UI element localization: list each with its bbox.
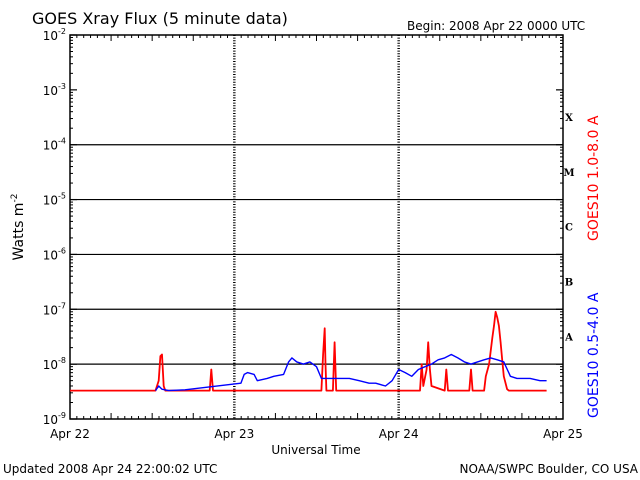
y-tick-label-3: 10-6 bbox=[43, 246, 66, 262]
y-tick-exponent: -9 bbox=[58, 411, 66, 420]
legend-long-channel: GOES10 1.0-8.0 A bbox=[586, 115, 602, 241]
begin-date: Begin: 2008 Apr 22 0000 UTC bbox=[407, 19, 585, 33]
svg-text:Watts m-2: Watts m-2 bbox=[10, 194, 27, 261]
axis-ticks bbox=[70, 34, 563, 420]
series-line-short-channel bbox=[154, 353, 547, 392]
flare-class-labels: X M C B A bbox=[563, 113, 574, 343]
y-tick-label-1: 10-8 bbox=[43, 356, 66, 372]
series-line-long-channel bbox=[70, 310, 547, 392]
y-tick-base: 10 bbox=[43, 29, 58, 43]
y-tick-exponent: -7 bbox=[58, 301, 66, 310]
y-tick-base: 10 bbox=[43, 413, 58, 427]
x-tick-label-0: Apr 22 bbox=[50, 427, 90, 441]
chart-title: GOES Xray Flux (5 minute data) bbox=[32, 9, 288, 28]
legend-short-channel: GOES10 0.5-4.0 A bbox=[586, 292, 602, 418]
x-tick-label-2: Apr 24 bbox=[379, 427, 419, 441]
credit-text: NOAA/SWPC Boulder, CO USA bbox=[460, 462, 639, 476]
y-tick-label-6: 10-3 bbox=[43, 82, 66, 98]
x-axis-label: Universal Time bbox=[271, 443, 360, 457]
y-tick-base: 10 bbox=[43, 194, 58, 208]
y-tick-exponent: -8 bbox=[58, 356, 66, 365]
y-tick-base: 10 bbox=[43, 84, 58, 98]
y-tick-label-7: 10-2 bbox=[43, 27, 66, 43]
y-tick-exponent: -3 bbox=[58, 82, 66, 91]
y-tick-exponent: -6 bbox=[58, 246, 66, 255]
y-tick-base: 10 bbox=[43, 358, 58, 372]
y-tick-label-2: 10-7 bbox=[43, 301, 66, 317]
flare-class-m: M bbox=[563, 168, 574, 179]
y-tick-base: 10 bbox=[43, 303, 58, 317]
grid bbox=[70, 35, 563, 419]
y-tick-labels: 10-910-810-710-610-510-410-310-2 bbox=[43, 27, 66, 427]
flare-class-c: C bbox=[565, 223, 573, 234]
y-tick-exponent: -2 bbox=[58, 27, 66, 36]
y-axis-label-text: Watts m bbox=[11, 203, 27, 261]
y-tick-label-4: 10-5 bbox=[43, 192, 66, 208]
y-axis-label: Watts m-2 bbox=[10, 194, 27, 261]
plot-frame bbox=[69, 34, 564, 420]
y-tick-exponent: -5 bbox=[58, 192, 66, 201]
flare-class-a: A bbox=[564, 332, 573, 343]
y-tick-exponent: -4 bbox=[58, 137, 66, 146]
y-tick-label-5: 10-4 bbox=[43, 137, 66, 153]
x-tick-label-3: Apr 25 bbox=[543, 427, 583, 441]
y-tick-label-0: 10-9 bbox=[43, 411, 66, 427]
x-tick-label-1: Apr 23 bbox=[214, 427, 254, 441]
updated-timestamp: Updated 2008 Apr 24 22:00:02 UTC bbox=[3, 462, 217, 476]
flare-class-b: B bbox=[565, 278, 573, 289]
y-tick-base: 10 bbox=[43, 139, 58, 153]
y-tick-base: 10 bbox=[43, 248, 58, 262]
x-tick-labels: Apr 22 Apr 23 Apr 24 Apr 25 bbox=[50, 427, 583, 441]
series-lines bbox=[70, 310, 547, 392]
flare-class-x: X bbox=[565, 113, 573, 124]
y-axis-label-exponent: -2 bbox=[10, 194, 20, 203]
